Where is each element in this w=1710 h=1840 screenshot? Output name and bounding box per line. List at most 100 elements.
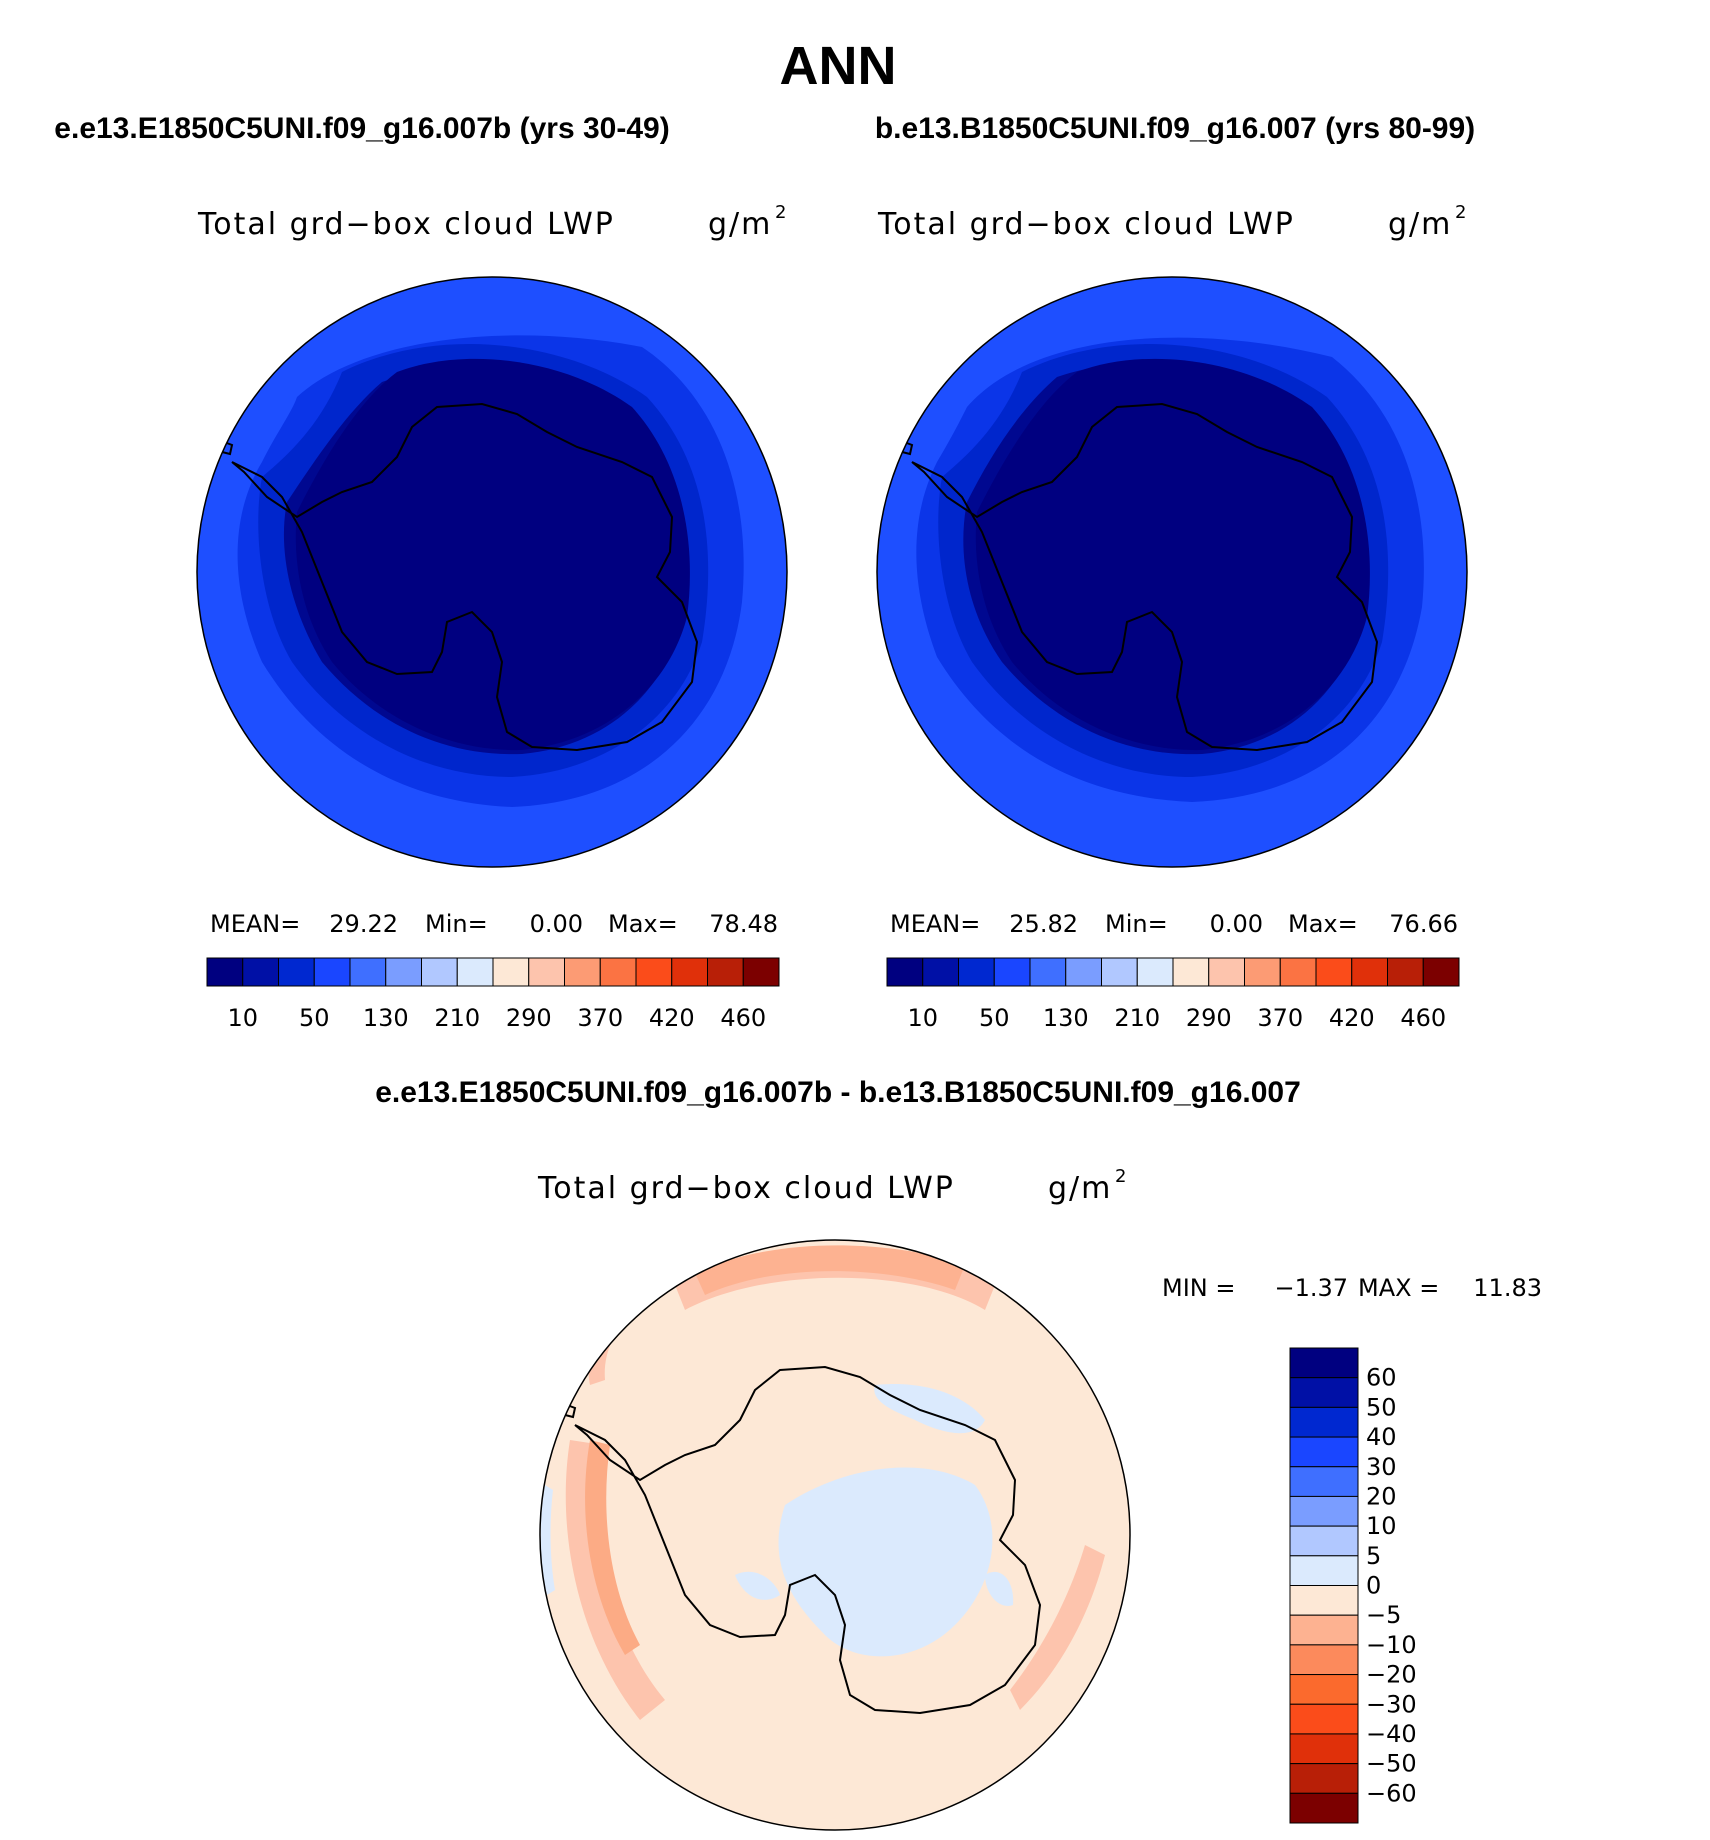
panel-left-units: g/m	[708, 207, 772, 242]
colorbar-swatch	[993, 957, 1031, 987]
colorbar-tick-label: 130	[1043, 1004, 1089, 1032]
colorbar-tick-label: −10	[1366, 1631, 1417, 1659]
colorbar-swatch	[1289, 1674, 1359, 1705]
colorbar-tick-label: −30	[1366, 1690, 1417, 1718]
panel-left-max-label: Max=	[608, 910, 678, 938]
colorbar-swatch	[385, 957, 422, 987]
colorbar-swatch	[1244, 957, 1281, 987]
colorbar-left: 10 50 130 210 290 370 420 460	[206, 957, 780, 1032]
panel-left-min-label: Min=	[425, 910, 488, 938]
panel-diff-max-value: 11.83	[1473, 1274, 1542, 1302]
colorbar-tick-label: −40	[1366, 1720, 1417, 1748]
colorbar-tick-label: 370	[1257, 1004, 1303, 1032]
colorbar-swatch	[599, 957, 637, 987]
colorbar-swatch	[1029, 957, 1067, 987]
colorbar-tick-label: −5	[1366, 1601, 1401, 1629]
colorbar-swatch	[528, 957, 565, 987]
colorbar-swatch	[1289, 1703, 1359, 1735]
panel-left-mean-value: 29.22	[329, 910, 398, 938]
colorbar-swatch	[1289, 1792, 1359, 1824]
colorbar-tick-label: 5	[1366, 1542, 1381, 1570]
colorbar-swatch	[278, 957, 315, 987]
colorbar-swatch	[1289, 1436, 1359, 1468]
panel-left-units-sup: 2	[775, 202, 786, 223]
colorbar-tick-label: 210	[1114, 1004, 1160, 1032]
colorbar-tick-label: 420	[1329, 1004, 1375, 1032]
colorbar-swatch	[958, 957, 995, 987]
colorbar-swatch	[1289, 1525, 1359, 1557]
panel-right: Total grd−box cloud LWP g/m 2 MEAN= 25.8…	[876, 202, 1468, 1032]
colorbar-swatch	[1289, 1614, 1359, 1646]
colorbar-tick-label: 50	[299, 1004, 330, 1032]
colorbar-tick-label: 460	[720, 1004, 766, 1032]
colorbar-swatch	[349, 957, 387, 987]
panel-diff-min-value: −1.37	[1274, 1274, 1348, 1302]
colorbar-tick-label: 420	[649, 1004, 695, 1032]
colorbar-swatch	[671, 957, 708, 987]
colorbar-swatch	[313, 957, 351, 987]
panel-diff-min-label: MIN =	[1162, 1274, 1235, 1302]
colorbar-swatch	[1065, 957, 1102, 987]
colorbar-swatch	[1315, 957, 1353, 987]
colorbar-swatch	[742, 957, 780, 987]
colorbar-swatch	[1279, 957, 1317, 987]
colorbar-swatch	[1422, 957, 1460, 987]
colorbar-tick-label: 460	[1400, 1004, 1446, 1032]
panel-left-variable: Total grd−box cloud LWP	[197, 207, 615, 242]
colorbar-tick-label: 40	[1366, 1423, 1397, 1451]
panel-diff-units: g/m	[1048, 1171, 1112, 1206]
colorbar-swatch	[1351, 957, 1388, 987]
colorbar-tick-label: 290	[506, 1004, 552, 1032]
colorbar-swatch	[1289, 1763, 1359, 1794]
colorbar-tick-label: −60	[1366, 1779, 1417, 1807]
map-left	[196, 276, 788, 868]
colorbar-tick-label: 50	[979, 1004, 1010, 1032]
colorbar-swatch	[564, 957, 601, 987]
colorbar-tick-label: 210	[434, 1004, 480, 1032]
panel-right-min-label: Min=	[1105, 910, 1168, 938]
panel-left-max-value: 78.48	[709, 910, 778, 938]
colorbar-swatch	[635, 957, 673, 987]
colorbar-swatch	[1136, 957, 1174, 987]
case-left-label: e.e13.E1850C5UNI.f09_g16.007b (yrs 30-49…	[54, 112, 669, 145]
figure-title: ANN	[780, 36, 897, 96]
colorbar-swatch	[1208, 957, 1245, 987]
colorbar-swatch	[1289, 1644, 1359, 1676]
colorbar-swatch	[206, 957, 244, 987]
difference-title: e.e13.E1850C5UNI.f09_g16.007b - b.e13.B1…	[375, 1076, 1301, 1109]
colorbar-tick-label: 10	[227, 1004, 258, 1032]
colorbar-swatch	[1289, 1495, 1359, 1527]
colorbar-tick-label: −20	[1366, 1661, 1417, 1689]
colorbar-tick-label: 60	[1366, 1364, 1397, 1392]
panel-right-mean-label: MEAN=	[890, 910, 980, 938]
colorbar-tick-label: 30	[1366, 1453, 1397, 1481]
panel-difference: Total grd−box cloud LWP g/m 2 MIN = −1.3…	[537, 1166, 1542, 1831]
panel-right-max-label: Max=	[1288, 910, 1358, 938]
colorbar-swatch	[492, 957, 530, 987]
panel-right-min-value: 0.00	[1210, 910, 1263, 938]
colorbar-tick-label: 20	[1366, 1482, 1397, 1510]
panel-right-stats: MEAN= 25.82 Min= 0.00 Max= 76.66	[890, 910, 1458, 938]
panel-right-units: g/m	[1388, 207, 1452, 242]
panel-diff-units-sup: 2	[1115, 1166, 1126, 1187]
colorbar-swatch	[1289, 1585, 1359, 1616]
panel-left-mean-label: MEAN=	[210, 910, 300, 938]
panel-diff-variable: Total grd−box cloud LWP	[537, 1171, 955, 1206]
panel-right-mean-value: 25.82	[1009, 910, 1078, 938]
colorbar-swatch	[242, 957, 279, 987]
panel-diff-max-label: MAX =	[1358, 1274, 1439, 1302]
colorbar-tick-label: −50	[1366, 1750, 1417, 1778]
colorbar-tick-label: 130	[363, 1004, 409, 1032]
colorbar-swatch	[1289, 1347, 1359, 1379]
colorbar-swatch	[1289, 1377, 1359, 1408]
colorbar-swatch	[1101, 957, 1138, 987]
colorbar-tick-label: 10	[1366, 1512, 1397, 1540]
map-difference	[539, 1239, 1131, 1831]
colorbar-right: 10 50 130 210 290 370 420 460	[886, 957, 1460, 1032]
colorbar-tick-label: 0	[1366, 1572, 1381, 1600]
colorbar-swatch	[707, 957, 744, 987]
colorbar-swatch	[1289, 1406, 1359, 1438]
colorbar-swatch	[1289, 1733, 1359, 1765]
